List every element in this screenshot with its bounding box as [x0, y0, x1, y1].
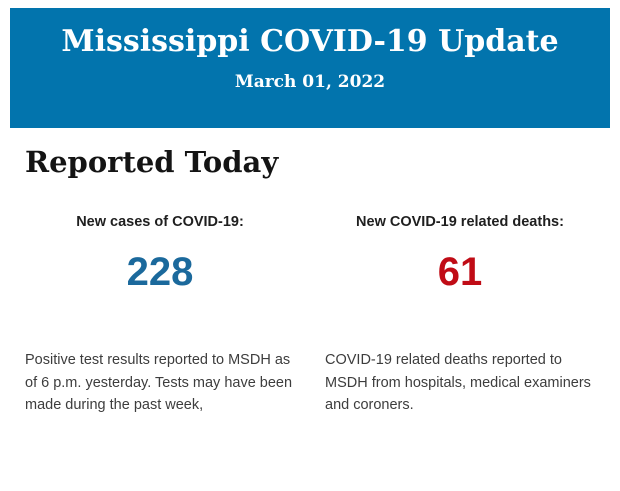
- stat-label-new-deaths: New COVID-19 related deaths:: [356, 214, 564, 230]
- stat-description-new-cases: Positive test results reported to MSDH a…: [25, 352, 293, 413]
- stat-value-new-deaths: 61: [437, 250, 483, 294]
- stats-row: New cases of COVID-19: 228 Positive test…: [25, 214, 595, 417]
- report-date: March 01, 2022: [234, 72, 386, 92]
- stat-label-new-cases: New cases of COVID-19:: [76, 214, 244, 230]
- content-area: Reported Today New cases of COVID-19: 22…: [0, 146, 620, 417]
- page: Mississippi COVID-19 Update March 01, 20…: [0, 8, 620, 417]
- section-title: Reported Today: [25, 145, 279, 179]
- stat-new-cases: New cases of COVID-19: 228 Positive test…: [25, 214, 295, 417]
- stat-new-deaths: New COVID-19 related deaths: 61 COVID-19…: [325, 214, 595, 417]
- stat-value-new-cases: 228: [126, 250, 194, 294]
- stat-description-new-deaths: COVID-19 related deaths reported to MSDH…: [325, 352, 591, 413]
- header-banner: Mississippi COVID-19 Update March 01, 20…: [10, 8, 610, 128]
- page-title: Mississippi COVID-19 Update: [61, 24, 559, 59]
